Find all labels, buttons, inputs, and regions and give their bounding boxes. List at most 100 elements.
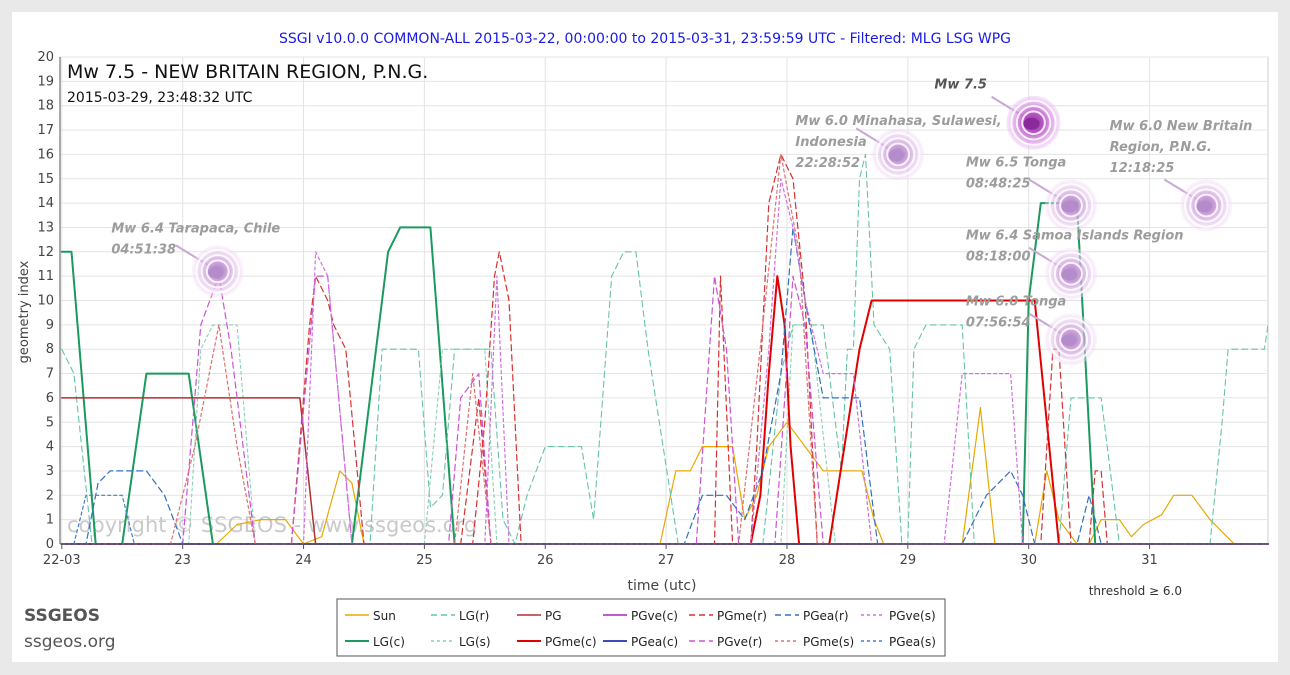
x-tick-label: 25 <box>416 553 433 568</box>
y-tick-label: 17 <box>37 123 54 138</box>
quake-target-ring <box>1194 193 1219 218</box>
x-tick-label: 30 <box>1020 553 1037 568</box>
legend-label: LG(r) <box>459 609 489 623</box>
annotation-text: 22:28:52 <box>795 156 860 171</box>
legend-label: PGme(s) <box>803 635 854 649</box>
quake-target-core <box>207 266 224 278</box>
quake-target-ring <box>1189 188 1224 223</box>
y-tick-label: 11 <box>37 269 54 284</box>
y-tick-label: 1 <box>46 513 54 528</box>
x-tick-label: 29 <box>900 553 917 568</box>
legend-label: PGea(s) <box>889 635 936 649</box>
annotation-text: Region, P.N.G. <box>1110 140 1212 155</box>
event-time: 2015-03-29, 23:48:32 UTC <box>67 90 253 106</box>
brand-name: SSGEOS <box>24 606 100 626</box>
annotation-text: Mw 6.0 New Britain <box>1110 119 1253 134</box>
legend-label: LG(s) <box>459 635 491 649</box>
y-tick-label: 18 <box>37 99 54 114</box>
y-tick-label: 20 <box>37 50 54 65</box>
annotation-text: Mw 6.0 Tonga <box>966 294 1066 309</box>
quake-target-core <box>888 149 904 162</box>
y-tick-label: 4 <box>46 440 54 455</box>
legend-label: PGme(r) <box>717 609 767 623</box>
y-tick-label: 10 <box>37 294 54 309</box>
quake-target-ring <box>1048 183 1094 228</box>
legend-label: PGve(c) <box>631 609 678 623</box>
quake-target-ring <box>200 254 235 289</box>
x-tick-label: 27 <box>658 553 675 568</box>
x-tick-label: 31 <box>1141 553 1158 568</box>
annotation-text: 12:18:25 <box>1110 161 1175 176</box>
annotation-text: Indonesia <box>795 135 866 150</box>
quake-target-ring <box>1048 251 1094 297</box>
legend-label: PGve(s) <box>889 609 936 623</box>
legend: Sun LG(r) PG PGve(c) PGme(r) PGea(r) PGve(s) LG… <box>336 598 946 657</box>
chart-frame: SSGI v10.0.0 COMMON-ALL 2015-03-22, 00:0… <box>12 12 1278 662</box>
quake-target-ring <box>1059 193 1083 218</box>
quake-target-ring <box>1053 322 1089 357</box>
quake-target-core <box>1023 117 1040 130</box>
quake-target-ring <box>881 137 916 172</box>
quake-target-ring <box>205 259 230 284</box>
x-tick-label: 26 <box>537 553 554 568</box>
quake-target-ring <box>1053 256 1089 291</box>
quake-target-core <box>1061 268 1077 281</box>
annotation-text: Mw 6.4 Tarapaca, Chile <box>111 221 280 236</box>
series-line-lg-s- <box>61 324 1269 545</box>
annotation-text: Mw 6.5 Tonga <box>966 156 1066 171</box>
quake-target-ring <box>1021 110 1046 136</box>
quake-target-ring <box>1059 327 1083 352</box>
y-tick-label: 6 <box>46 391 54 406</box>
legend-label: PGme(c) <box>545 635 597 649</box>
annotation-text: Mw 6.0 Minahasa, Sulawesi, <box>795 114 1001 129</box>
quake-target-ring <box>195 248 241 294</box>
quake-target-core <box>1061 334 1077 347</box>
annotations-layer: Mw 6.4 Tarapaca, Chile 04:51:38 Mw 6.0 Min… <box>111 78 1252 366</box>
y-tick-label: 3 <box>46 464 54 479</box>
y-tick-label: 13 <box>37 220 54 235</box>
annotation-text: Mw 7.5 <box>934 78 987 93</box>
quake-target-ring <box>1048 317 1094 362</box>
legend-label: Sun <box>373 609 396 623</box>
annotation-text: 08:48:25 <box>966 177 1031 192</box>
y-tick-label: 15 <box>37 172 54 187</box>
x-tick-label: 28 <box>779 553 796 568</box>
y-tick-label: 2 <box>46 488 54 503</box>
chart-header: SSGI v10.0.0 COMMON-ALL 2015-03-22, 00:0… <box>279 31 1011 47</box>
legend-label: PGea(c) <box>631 635 678 649</box>
chart-svg: SSGI v10.0.0 COMMON-ALL 2015-03-22, 00:0… <box>17 31 1269 657</box>
y-tick-label: 9 <box>46 318 54 333</box>
y-tick-label: 0 <box>46 537 54 552</box>
quake-target-ring <box>1010 99 1057 146</box>
quake-target-ring <box>1184 183 1229 228</box>
quake-target-ring <box>1059 261 1083 286</box>
y-tick-label: 14 <box>37 196 54 211</box>
quake-target-ring <box>1053 188 1089 223</box>
y-axis-label: geometry index <box>17 260 32 363</box>
legend-box <box>336 598 946 657</box>
annotation-text: 04:51:38 <box>111 242 176 257</box>
plot-grid <box>59 56 1269 545</box>
x-axis-label: time (utc) <box>627 578 696 594</box>
brand-url: ssgeos.org <box>24 632 116 652</box>
watermark: copyright © SSGEOS - www.ssgeos.org <box>67 513 477 537</box>
series-line-pgve-r- <box>61 275 1269 545</box>
annotation-text: 08:18:00 <box>966 250 1031 265</box>
watermark-layer: copyright © SSGEOS - www.ssgeos.org <box>67 513 477 537</box>
y-tick-label: 16 <box>37 147 54 162</box>
y-tick-label: 5 <box>46 415 54 430</box>
event-title: Mw 7.5 - NEW BRITAIN REGION, P.N.G. <box>67 61 428 83</box>
x-tick-label: 23 <box>174 553 191 568</box>
y-tick-label: 8 <box>46 342 54 357</box>
threshold-note: threshold ≥ 6.0 <box>1089 584 1182 598</box>
series-line-sun <box>61 407 1269 545</box>
series-line-pgve-s- <box>61 178 1269 545</box>
series-line-pgme-s- <box>61 153 1269 545</box>
quake-target-ring <box>1015 105 1052 141</box>
annotation-text: 07:56:54 <box>966 315 1031 330</box>
quake-target-ring <box>886 142 911 167</box>
series-line-pgea-r- <box>61 226 1269 545</box>
legend-label: PGve(r) <box>717 635 762 649</box>
y-tick-label: 19 <box>37 74 54 89</box>
